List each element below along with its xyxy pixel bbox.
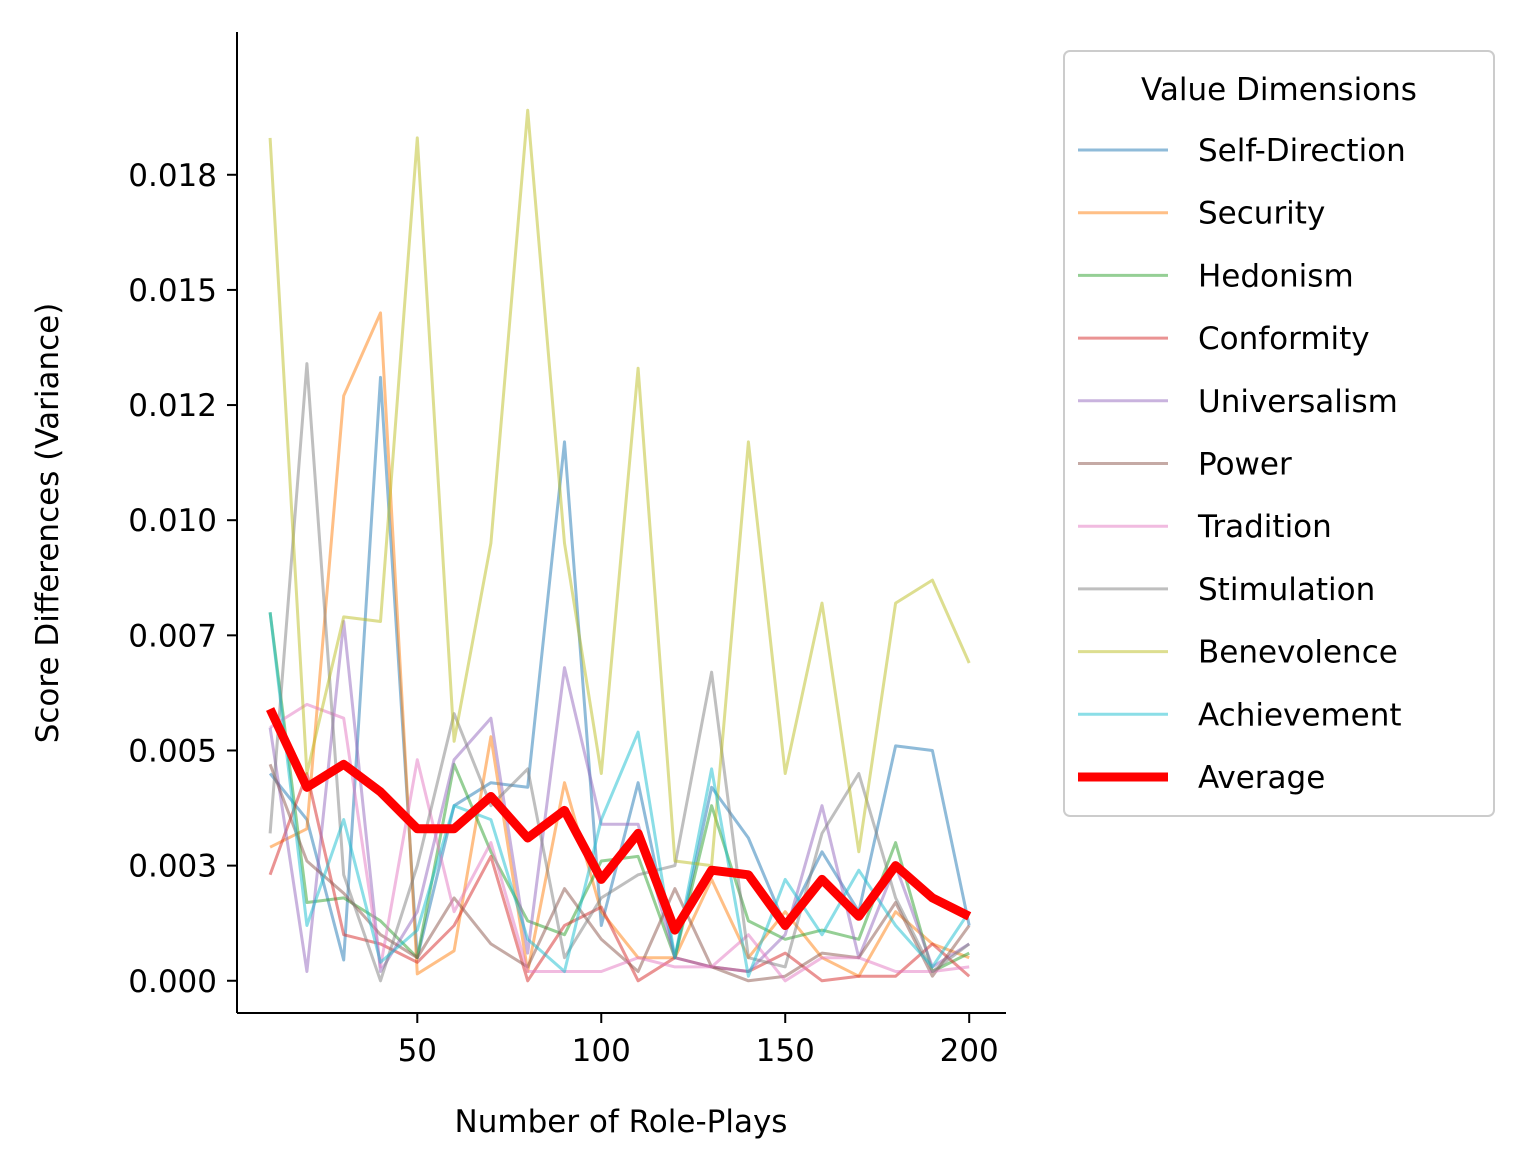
- series-line-conformity: [268, 772, 971, 983]
- y-tick-label: 0.007: [128, 618, 217, 654]
- y-axis-label: Score Differences (Variance): [30, 303, 66, 744]
- y-tick-label: 0.015: [128, 273, 217, 309]
- y-tick-label: 0.000: [128, 964, 217, 1000]
- legend-label-achievement: Achievement: [1198, 697, 1402, 733]
- y-tick-label: 0.012: [128, 388, 217, 424]
- x-tick-label: 100: [572, 1033, 631, 1069]
- y-tick-label: 0.003: [128, 849, 217, 885]
- legend-title: Value Dimensions: [1141, 72, 1417, 108]
- legend-label-hedonism: Hedonism: [1198, 258, 1354, 294]
- series-line-security: [269, 311, 970, 978]
- legend-label-security: Security: [1198, 196, 1325, 232]
- x-ticks: 50 100 150 200: [398, 1013, 999, 1069]
- series-line-tradition: [269, 702, 970, 983]
- series-line-achievement: [268, 612, 971, 978]
- x-tick-label: 150: [756, 1033, 815, 1069]
- series-line-stimulation: [268, 362, 971, 983]
- series-line-self-direction: [268, 375, 971, 962]
- y-ticks: 0.000 0.003 0.005 0.007 0.010 0.012 0.015 0.018: [128, 158, 237, 1000]
- series-line-benevolence: [268, 108, 971, 868]
- legend-items: Self-Direction Security Hedonism Conformity…: [1078, 133, 1406, 796]
- series-line-average: [266, 707, 972, 935]
- legend-label-benevolence: Benevolence: [1198, 635, 1398, 671]
- x-tick-label: 50: [398, 1033, 437, 1069]
- legend-label-average: Average: [1198, 760, 1325, 796]
- y-tick-label: 0.005: [128, 733, 217, 769]
- series-lines: [266, 108, 972, 983]
- y-tick-label: 0.010: [128, 503, 217, 539]
- legend-label-tradition: Tradition: [1197, 509, 1332, 545]
- y-tick-label: 0.018: [128, 158, 217, 194]
- x-axis-label: Number of Role-Plays: [455, 1104, 788, 1140]
- legend-label-self-direction: Self-Direction: [1198, 133, 1406, 169]
- legend-frame: [1063, 50, 1495, 817]
- legend-label-universalism: Universalism: [1198, 384, 1398, 420]
- legend-label-power: Power: [1198, 447, 1292, 483]
- legend: Value Dimensions Self-Direction Security H…: [1063, 50, 1495, 817]
- x-tick-label: 200: [940, 1033, 999, 1069]
- legend-label-conformity: Conformity: [1198, 321, 1370, 357]
- legend-label-stimulation: Stimulation: [1198, 572, 1375, 608]
